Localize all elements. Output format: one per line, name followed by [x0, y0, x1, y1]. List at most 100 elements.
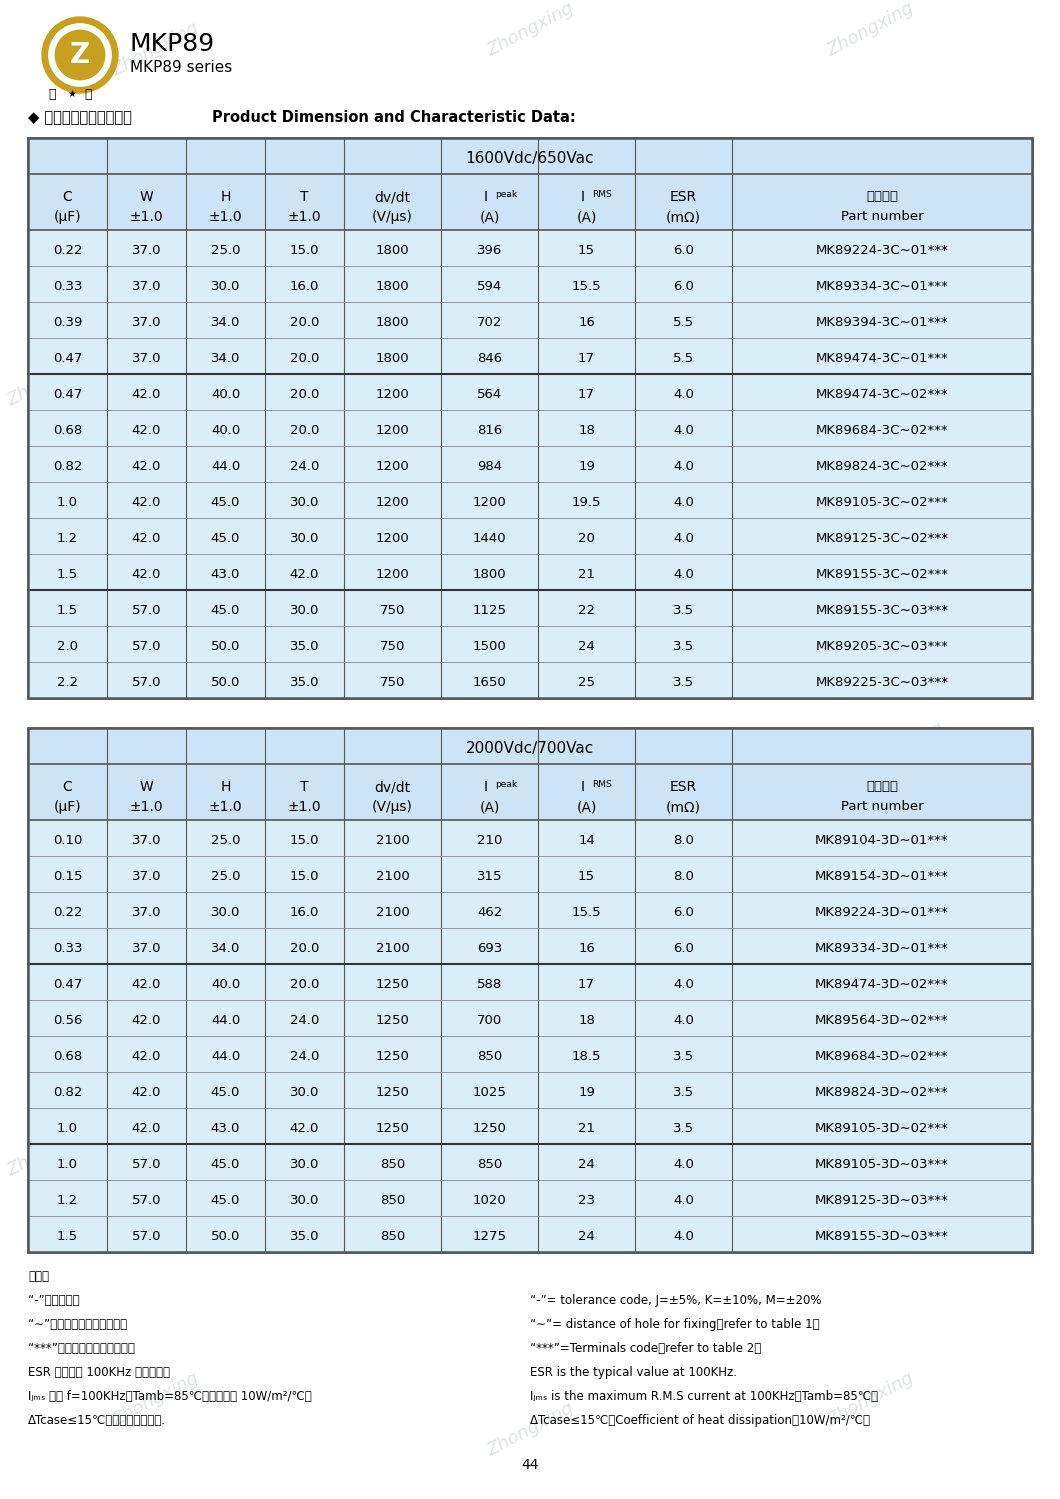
- Text: 1800: 1800: [375, 351, 409, 364]
- Text: H: H: [220, 190, 231, 204]
- Text: 30.0: 30.0: [289, 532, 319, 544]
- Text: 30.0: 30.0: [289, 496, 319, 508]
- Text: MK89824-3C∼02***: MK89824-3C∼02***: [815, 460, 949, 472]
- Text: 37.0: 37.0: [131, 243, 161, 256]
- Text: Z: Z: [70, 40, 90, 69]
- Text: Zhongxing: Zhongxing: [483, 769, 577, 830]
- Text: (μF): (μF): [54, 210, 82, 223]
- Text: Zhongxing: Zhongxing: [853, 720, 947, 781]
- Text: ★: ★: [68, 88, 76, 99]
- Text: 37.0: 37.0: [131, 351, 161, 364]
- Text: 4.0: 4.0: [673, 568, 694, 580]
- Bar: [28, 928, 1032, 964]
- Bar: [28, 411, 1032, 447]
- Text: 0.47: 0.47: [53, 977, 83, 991]
- Text: 19.5: 19.5: [571, 496, 601, 508]
- Bar: [28, 729, 1032, 1252]
- Text: “-”：容量偏差: “-”：容量偏差: [28, 1294, 80, 1307]
- Bar: [28, 1180, 1032, 1216]
- Text: 44: 44: [522, 1459, 538, 1472]
- Text: 0.82: 0.82: [53, 460, 83, 472]
- Text: 17: 17: [578, 351, 595, 364]
- Text: Zhongxing: Zhongxing: [3, 349, 96, 411]
- Text: 0.82: 0.82: [53, 1085, 83, 1099]
- Text: 24: 24: [578, 1157, 595, 1171]
- Text: MK89125-3C∼02***: MK89125-3C∼02***: [815, 532, 949, 544]
- Text: 0.10: 0.10: [53, 833, 83, 847]
- Text: 6.0: 6.0: [673, 905, 694, 919]
- Text: H: H: [220, 779, 231, 794]
- Text: T: T: [300, 190, 308, 204]
- Bar: [28, 373, 1032, 411]
- Bar: [28, 265, 1032, 301]
- Text: 1275: 1275: [473, 1229, 507, 1243]
- Text: 210: 210: [477, 833, 502, 847]
- Text: 42.0: 42.0: [131, 977, 161, 991]
- Text: 18: 18: [578, 424, 595, 436]
- Text: 57.0: 57.0: [131, 1229, 161, 1243]
- Text: Zhongxing: Zhongxing: [824, 349, 917, 411]
- Text: peak: peak: [495, 189, 517, 198]
- Text: 42.0: 42.0: [131, 1049, 161, 1063]
- Text: 2100: 2100: [375, 905, 409, 919]
- Text: 43.0: 43.0: [211, 1121, 241, 1135]
- Text: 34.0: 34.0: [211, 351, 241, 364]
- Text: 20.0: 20.0: [289, 315, 319, 328]
- Text: 星: 星: [84, 87, 92, 100]
- Text: Part number: Part number: [841, 210, 923, 223]
- Text: 0.47: 0.47: [53, 351, 83, 364]
- Text: 20.0: 20.0: [289, 977, 319, 991]
- Text: 57.0: 57.0: [131, 1193, 161, 1207]
- Text: (μF): (μF): [54, 800, 82, 814]
- Bar: [28, 591, 1032, 627]
- Text: 16: 16: [578, 315, 595, 328]
- Text: 15.0: 15.0: [289, 243, 319, 256]
- Text: 0.15: 0.15: [53, 869, 83, 883]
- Text: Zhongxing: Zhongxing: [108, 739, 201, 800]
- Bar: [28, 483, 1032, 519]
- Text: 1500: 1500: [473, 640, 507, 652]
- Text: 18: 18: [578, 1013, 595, 1027]
- Text: C: C: [63, 190, 72, 204]
- Text: MK89155-3D∼03***: MK89155-3D∼03***: [815, 1229, 949, 1243]
- Text: ±1.0: ±1.0: [129, 210, 163, 223]
- Text: 6.0: 6.0: [673, 243, 694, 256]
- Text: 中: 中: [49, 87, 56, 100]
- Text: “∼”：引线安装距（见表１）: “∼”：引线安装距（见表１）: [28, 1318, 127, 1331]
- Text: 34.0: 34.0: [211, 941, 241, 955]
- Text: 6.0: 6.0: [673, 941, 694, 955]
- Text: 15.0: 15.0: [289, 833, 319, 847]
- Text: Zhongxing: Zhongxing: [108, 19, 201, 81]
- Text: 700: 700: [477, 1013, 502, 1027]
- Text: 57.0: 57.0: [131, 1157, 161, 1171]
- Text: MK89564-3D∼02***: MK89564-3D∼02***: [815, 1013, 949, 1027]
- Text: MK89125-3D∼03***: MK89125-3D∼03***: [815, 1193, 949, 1207]
- Text: ESR 是在频率 100KHz 时的典型値: ESR 是在频率 100KHz 时的典型値: [28, 1366, 170, 1379]
- Text: I: I: [581, 190, 584, 204]
- Text: 3.5: 3.5: [673, 640, 694, 652]
- Text: MKP89: MKP89: [130, 31, 215, 55]
- Text: (A): (A): [479, 800, 499, 814]
- Text: 25.0: 25.0: [211, 833, 241, 847]
- Text: 1.5: 1.5: [57, 604, 78, 616]
- Text: 42.0: 42.0: [131, 388, 161, 400]
- Text: 4.0: 4.0: [673, 460, 694, 472]
- Text: 1.0: 1.0: [57, 1121, 78, 1135]
- Text: 57.0: 57.0: [131, 676, 161, 688]
- Text: 24: 24: [578, 1229, 595, 1243]
- Text: 25.0: 25.0: [211, 243, 241, 256]
- Text: Zhongxing: Zhongxing: [3, 1120, 96, 1180]
- Text: 50.0: 50.0: [211, 676, 241, 688]
- Bar: [28, 1144, 1032, 1180]
- Text: 2.2: 2.2: [57, 676, 78, 688]
- Text: 6.0: 6.0: [673, 279, 694, 292]
- Circle shape: [42, 16, 118, 93]
- Text: 1200: 1200: [375, 568, 409, 580]
- Bar: [28, 663, 1032, 699]
- Text: 19: 19: [578, 1085, 595, 1099]
- Text: Iⱼₘₛ 値为 f=100KHz、Tamb=85℃、散热条件 10W/m²/℃、: Iⱼₘₛ 値为 f=100KHz、Tamb=85℃、散热条件 10W/m²/℃、: [28, 1390, 312, 1403]
- Text: 3.5: 3.5: [673, 1085, 694, 1099]
- Text: 0.56: 0.56: [53, 1013, 83, 1027]
- Text: (mΩ): (mΩ): [666, 210, 701, 223]
- Text: MK89474-3D∼02***: MK89474-3D∼02***: [815, 977, 949, 991]
